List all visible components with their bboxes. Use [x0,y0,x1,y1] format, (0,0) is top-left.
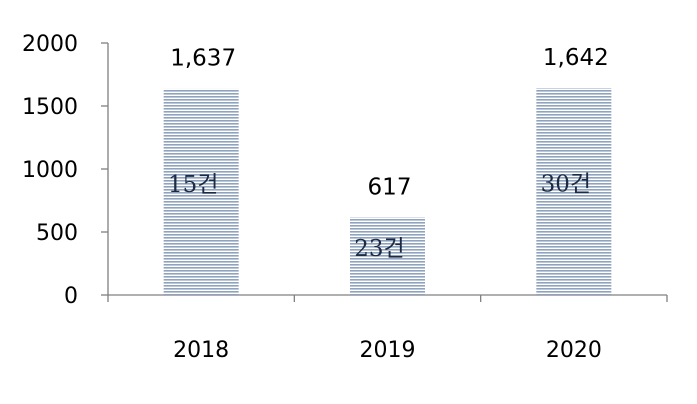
y-tick-label: 1000 [22,158,78,183]
data-label: 1,642 [543,45,609,71]
data-label: 1,637 [170,46,236,72]
y-axis: 2000 1500 1000 500 0 [22,32,109,309]
y-tick-label: 2000 [22,32,78,57]
bar [350,217,425,295]
data-label: 617 [368,174,412,200]
x-axis: 2018 2019 2020 [107,294,668,363]
y-tick-label: 0 [64,284,78,309]
y-tick-label: 1500 [22,95,78,120]
x-tick-label: 2020 [546,338,602,363]
x-tick-label: 2019 [360,338,416,363]
bar-count-label: 15건 [168,172,218,198]
bar-count-label: 30건 [541,172,591,198]
y-tick-label: 500 [36,221,78,246]
bars: 1,637 15건 617 23건 1,642 30건 [163,45,612,295]
bar [163,88,239,295]
bar [536,88,612,295]
bar-count-label: 23건 [354,236,404,262]
x-tick-label: 2018 [173,338,229,363]
